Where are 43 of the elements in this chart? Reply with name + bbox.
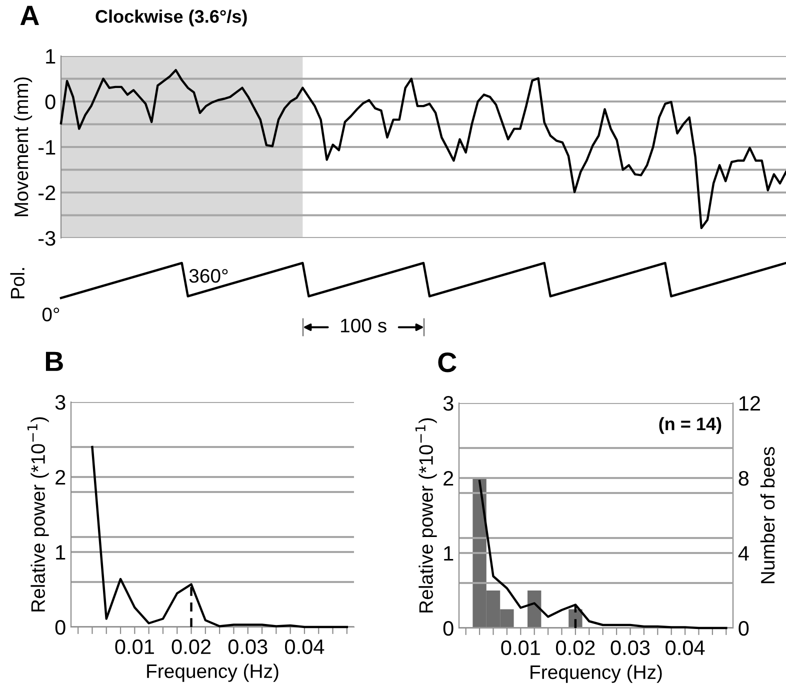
y-axis-title: Pol. <box>10 268 25 298</box>
x-tick-label: 0.02 <box>172 639 211 654</box>
y-tick-label: 1 <box>444 546 454 561</box>
y2-axis-title: Number of bees <box>760 447 775 584</box>
line-series <box>91 446 348 628</box>
y-axis-title: Movement (mm) <box>14 77 32 216</box>
annotation: (n = 14) <box>659 417 722 434</box>
y-tick-label: -3 <box>38 231 56 246</box>
x-axis-title: Frequency (Hz) <box>147 664 278 682</box>
line-series <box>60 68 786 230</box>
x-tick-label: 0.02 <box>556 640 595 656</box>
annotation: 360° <box>189 269 228 283</box>
y2-tick-label: 4 <box>738 546 749 561</box>
y-tick-label: 1 <box>46 49 56 64</box>
y-tick-label: 1 <box>56 545 66 560</box>
y-tick-label: 3 <box>443 396 454 411</box>
x-tick-label: 0.04 <box>285 639 324 654</box>
y-tick-label: 0 <box>443 621 454 636</box>
text: B <box>46 352 63 371</box>
y-tick-label: 0 <box>55 620 66 635</box>
x-tick-label: 0.03 <box>228 639 268 654</box>
y-tick-label: -1 <box>38 140 56 155</box>
y-axis-title: Relative power (*10$^{−1}$) <box>415 418 437 612</box>
text: 100 s <box>341 318 386 332</box>
y2-tick-label: 0 <box>738 621 749 636</box>
y-tick-label: -2 <box>38 186 56 200</box>
y-tick-label: 0 <box>45 94 56 110</box>
y2-tick-label: 12 <box>739 396 760 411</box>
y-tick-label: 2 <box>56 470 66 485</box>
y2-tick-label: 8 <box>738 471 749 486</box>
chart-title: Clockwise (3.6°/s) <box>96 10 247 26</box>
y-tick-label: 2 <box>444 471 454 486</box>
x-tick-label: 0.03 <box>610 640 650 656</box>
x-tick-label: 0.01 <box>501 640 540 656</box>
x-axis-title: Frequency (Hz) <box>530 664 662 683</box>
x-tick-label: 0.01 <box>115 639 154 654</box>
y-tick-label: 3 <box>55 395 66 410</box>
line-series <box>478 480 728 630</box>
x-tick-label: 0.04 <box>666 640 705 656</box>
text: A <box>20 6 39 25</box>
text: C <box>438 352 456 372</box>
y-axis-title: Relative power (*10$^{−1}$) <box>27 417 49 612</box>
text: 0° <box>42 308 60 322</box>
